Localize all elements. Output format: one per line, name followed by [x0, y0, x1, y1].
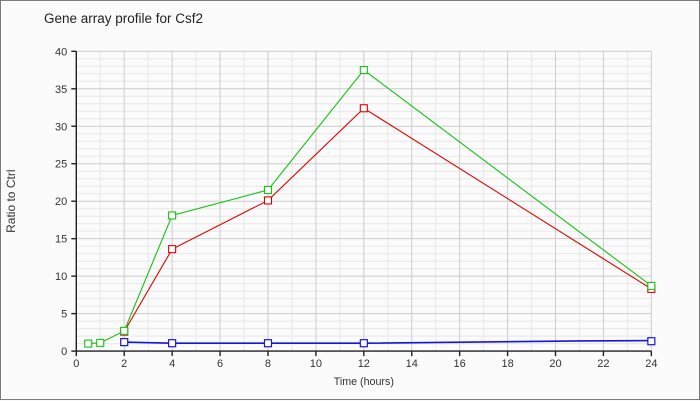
svg-text:16: 16 — [454, 358, 466, 370]
svg-text:24: 24 — [645, 358, 657, 370]
svg-text:30: 30 — [55, 121, 67, 133]
svg-text:5: 5 — [61, 309, 67, 321]
svg-text:20: 20 — [549, 358, 561, 370]
svg-text:40: 40 — [55, 46, 67, 58]
svg-text:10: 10 — [310, 358, 322, 370]
svg-text:22: 22 — [597, 358, 609, 370]
svg-text:12: 12 — [358, 358, 370, 370]
svg-text:25: 25 — [55, 159, 67, 171]
svg-text:Time (hours): Time (hours) — [334, 376, 394, 388]
svg-text:14: 14 — [406, 358, 418, 370]
svg-text:2: 2 — [121, 358, 127, 370]
svg-text:Ratio to Ctrl: Ratio to Ctrl — [4, 170, 18, 233]
svg-text:0: 0 — [73, 358, 79, 370]
svg-text:15: 15 — [55, 234, 67, 246]
svg-text:10: 10 — [55, 271, 67, 283]
svg-text:35: 35 — [55, 84, 67, 96]
svg-text:8: 8 — [265, 358, 271, 370]
svg-text:20: 20 — [55, 196, 67, 208]
svg-text:4: 4 — [169, 358, 175, 370]
svg-text:18: 18 — [501, 358, 513, 370]
svg-text:6: 6 — [217, 358, 223, 370]
svg-text:0: 0 — [61, 346, 67, 358]
